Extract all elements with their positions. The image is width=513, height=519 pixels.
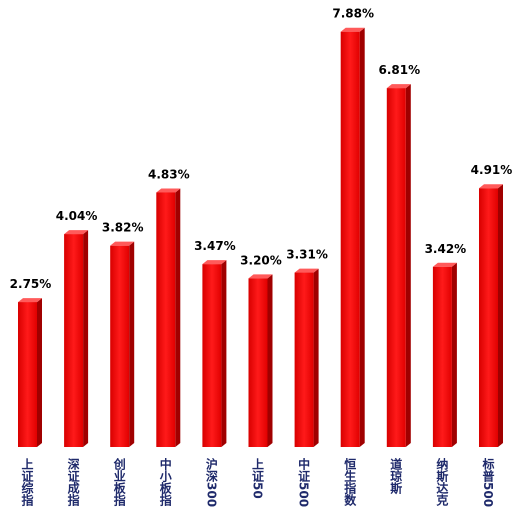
bar: [432, 266, 452, 447]
bar-top: [110, 241, 135, 246]
bar-top: [479, 184, 503, 189]
bar-side: [175, 188, 181, 448]
bar: [110, 245, 130, 447]
bar-side: [221, 260, 227, 447]
value-label: 3.42%: [425, 242, 467, 256]
category-label: 中证500: [296, 458, 311, 508]
category-label: 上证50: [250, 458, 265, 499]
category-label: 标普500: [481, 458, 495, 508]
bar-side: [313, 268, 319, 447]
bar: [248, 278, 268, 447]
bar-top: [248, 274, 273, 279]
category-label: 道琼斯: [388, 458, 403, 494]
bar-top: [64, 230, 89, 235]
category-label: 上证综指: [20, 458, 34, 506]
value-label: 4.83%: [148, 167, 190, 181]
bar-side: [267, 274, 273, 447]
bar-top: [202, 260, 227, 265]
value-label: 4.04%: [56, 209, 98, 223]
category-label: 创业板指: [112, 458, 127, 506]
value-label: 3.47%: [194, 239, 236, 253]
bar-top: [340, 27, 365, 32]
value-label: 2.75%: [10, 277, 52, 291]
bar: [64, 234, 84, 447]
category-label: 深证成指: [66, 458, 81, 506]
bar-side: [37, 298, 42, 447]
bar: [18, 302, 37, 447]
category-label: 沪深300: [204, 458, 219, 508]
bar-side: [498, 184, 503, 448]
bar-top: [294, 268, 319, 273]
bar: [294, 272, 314, 447]
value-label: 3.20%: [240, 253, 282, 267]
category-label: 中小板指: [158, 458, 173, 506]
bar-side: [359, 27, 365, 447]
bar-side: [83, 230, 89, 447]
bar-top: [386, 84, 411, 89]
bar: [202, 264, 222, 447]
category-label: 恒生指数: [342, 458, 357, 506]
value-label: 3.31%: [286, 248, 328, 262]
bar-top: [18, 298, 42, 303]
value-label: 6.81%: [378, 63, 420, 77]
bar-side: [405, 84, 411, 447]
bar-side: [129, 241, 135, 447]
category-label: 纳斯达克: [434, 458, 449, 506]
bar: [340, 31, 360, 447]
value-label: 3.82%: [102, 221, 144, 235]
bar: [479, 188, 498, 448]
bar-top: [432, 262, 457, 267]
bar-top: [156, 188, 181, 193]
bar-side: [451, 262, 457, 447]
bar: [386, 88, 406, 447]
value-label: 4.91%: [471, 163, 513, 177]
bar: [156, 192, 176, 447]
value-label: 7.88%: [332, 7, 374, 21]
